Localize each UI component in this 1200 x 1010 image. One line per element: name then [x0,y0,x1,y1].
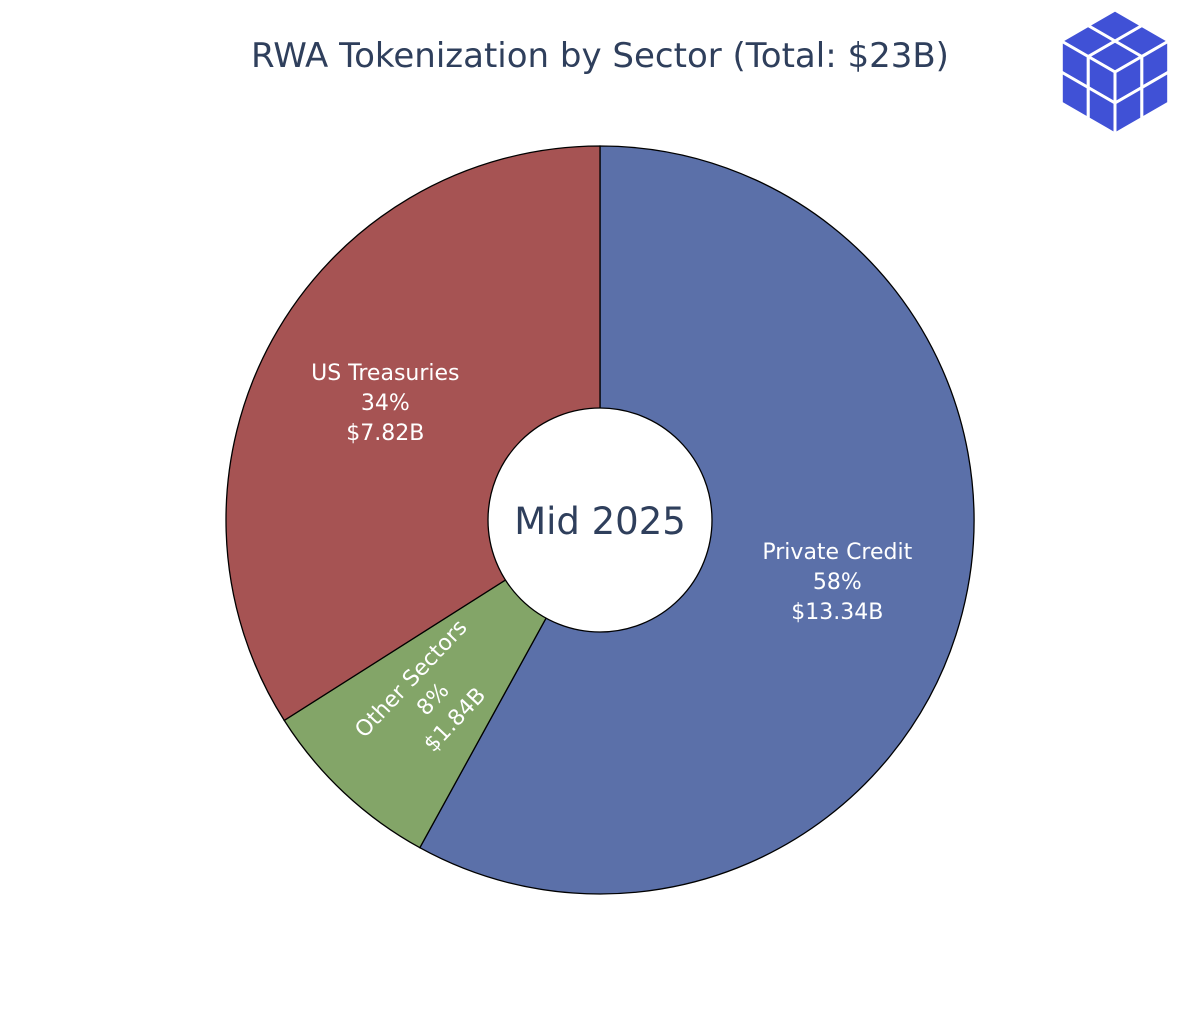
slice-label-private-credit: Private Credit 58% $13.34B [762,540,912,625]
center-label: Mid 2025 [514,500,686,543]
slice-name-label: US Treasuries [311,361,459,386]
logo-left-cell [1059,70,1090,120]
chart-title: RWA Tokenization by Sector (Total: $23B) [251,36,949,76]
slice-value-label: $7.82B [346,421,424,446]
slice-label-us-treasuries: US Treasuries 34% $7.82B [311,361,459,446]
logo-right-cell [1140,70,1171,120]
pie-slice-other-sectors [283,519,601,849]
logo-top-cell [1086,8,1144,43]
slice-name-label: Private Credit [762,540,912,565]
cube-grid-logo-icon [1059,8,1171,136]
slice-percent-label: 58% [813,570,862,595]
slice-value-label: $13.34B [791,600,883,625]
slice-percent-label: 34% [361,391,410,416]
donut-hole [487,407,713,633]
